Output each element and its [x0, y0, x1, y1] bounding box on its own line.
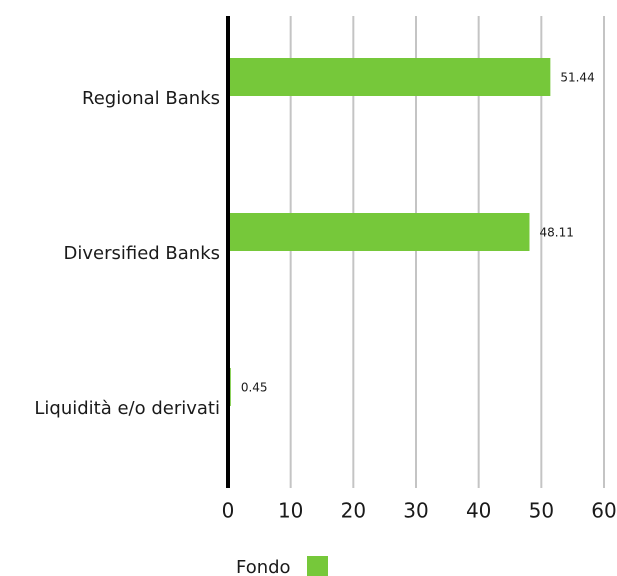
x-tick-label-40: 40: [466, 499, 491, 523]
bar-1: [228, 213, 530, 251]
legend: Fondo: [236, 556, 328, 576]
data-label-0: 51.44: [560, 71, 594, 85]
legend-swatch: [307, 556, 328, 576]
data-labels: 51.44 48.11 0.45: [241, 71, 595, 395]
bar-0: [228, 58, 551, 96]
category-label-0: Regional Banks: [82, 88, 220, 109]
data-label-2: 0.45: [241, 381, 268, 395]
x-tick-label-0: 0: [222, 499, 235, 523]
x-tick-label-60: 60: [591, 499, 616, 523]
category-label-2: Liquidità e/o derivati: [34, 398, 220, 419]
x-tick-label-50: 50: [529, 499, 554, 523]
bars: [228, 58, 551, 406]
x-tick-label-30: 30: [403, 499, 428, 523]
data-label-1: 48.11: [539, 226, 573, 240]
category-labels: Regional Banks Diversified Banks Liquidità…: [34, 88, 220, 419]
x-tick-label-20: 20: [341, 499, 366, 523]
x-tick-labels: 0 10 20 30 40 50 60: [222, 499, 617, 523]
legend-label: Fondo: [236, 557, 291, 576]
category-label-1: Diversified Banks: [63, 243, 220, 264]
x-tick-label-10: 10: [278, 499, 303, 523]
